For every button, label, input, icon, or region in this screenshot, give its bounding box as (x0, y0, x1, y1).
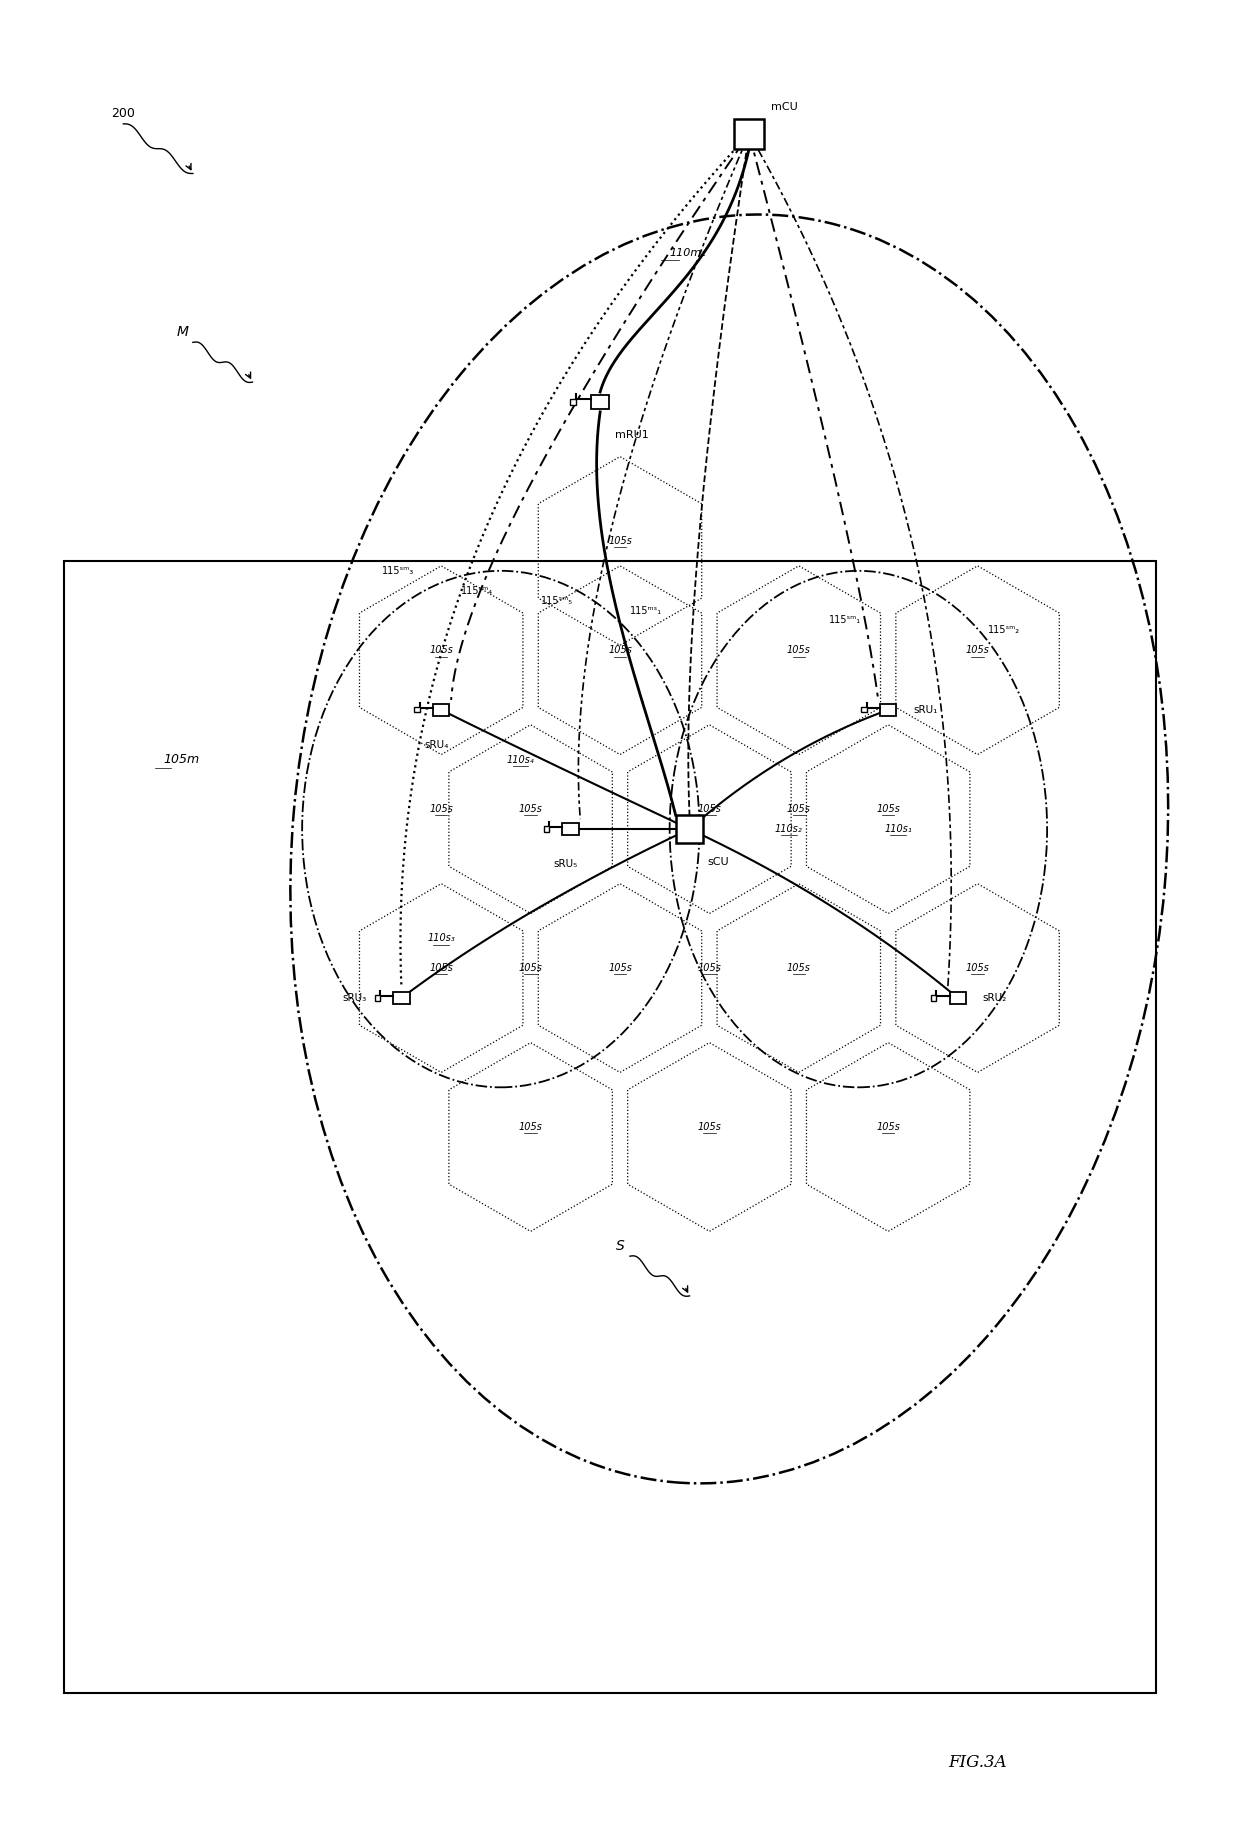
Text: M: M (177, 325, 188, 340)
Text: 115ᵐˢ₁: 115ᵐˢ₁ (630, 605, 662, 616)
Text: 105s: 105s (608, 645, 632, 656)
Text: 105s: 105s (429, 645, 453, 656)
Text: 110s₁: 110s₁ (884, 824, 911, 835)
FancyBboxPatch shape (590, 395, 609, 409)
Text: 105s: 105s (697, 963, 722, 974)
FancyBboxPatch shape (862, 707, 867, 713)
Text: sRU₄: sRU₄ (424, 740, 449, 749)
Text: sRU₅: sRU₅ (553, 859, 578, 870)
Text: 105s: 105s (787, 804, 811, 815)
FancyBboxPatch shape (676, 815, 703, 842)
Text: 105s: 105s (518, 963, 543, 974)
Text: 105s: 105s (877, 804, 900, 815)
Text: 200: 200 (112, 108, 135, 121)
Text: 105s: 105s (518, 1122, 543, 1133)
FancyBboxPatch shape (931, 996, 936, 1001)
Text: 105s: 105s (429, 804, 453, 815)
Text: 105s: 105s (787, 963, 811, 974)
FancyBboxPatch shape (374, 996, 379, 1001)
Text: FIG.3A: FIG.3A (949, 1754, 1007, 1770)
Text: sRU₁: sRU₁ (913, 705, 937, 714)
FancyBboxPatch shape (880, 703, 897, 716)
Text: mCU: mCU (771, 102, 797, 111)
FancyBboxPatch shape (433, 703, 449, 716)
FancyBboxPatch shape (414, 707, 419, 713)
Text: 105s: 105s (877, 1122, 900, 1133)
Text: sRU₂: sRU₂ (982, 992, 1007, 1003)
Text: sRU₃: sRU₃ (342, 992, 367, 1003)
Text: 115ˢᵐ₁: 115ˢᵐ₁ (828, 616, 861, 625)
Text: 105s: 105s (697, 1122, 722, 1133)
Text: S: S (615, 1239, 625, 1253)
Text: 115ˢᵐ₅: 115ˢᵐ₅ (541, 596, 573, 605)
FancyBboxPatch shape (562, 824, 579, 835)
FancyBboxPatch shape (393, 992, 409, 1003)
FancyBboxPatch shape (734, 119, 764, 148)
FancyBboxPatch shape (950, 992, 966, 1003)
Text: 105s: 105s (429, 963, 453, 974)
Text: 105s: 105s (608, 535, 632, 546)
Text: 105s: 105s (787, 645, 811, 656)
Text: 105s: 105s (518, 804, 543, 815)
Text: 110s₃: 110s₃ (428, 934, 455, 943)
Text: 115ˢᵐ₂: 115ˢᵐ₂ (987, 625, 1019, 636)
Text: mRU1: mRU1 (615, 429, 649, 440)
FancyBboxPatch shape (543, 826, 549, 831)
Text: 110m₁: 110m₁ (670, 248, 707, 258)
Text: 110s₂: 110s₂ (775, 824, 802, 835)
Text: 105s: 105s (966, 963, 990, 974)
Text: 105m: 105m (164, 753, 200, 766)
Text: 110s₄: 110s₄ (507, 755, 534, 764)
Text: 105s: 105s (608, 963, 632, 974)
Text: 115ˢᵐ₄: 115ˢᵐ₄ (461, 586, 494, 596)
FancyBboxPatch shape (569, 398, 575, 406)
Text: sCU: sCU (707, 857, 729, 866)
Text: 105s: 105s (697, 804, 722, 815)
Text: 115ˢᵐ₃: 115ˢᵐ₃ (382, 566, 414, 576)
Text: 105s: 105s (966, 645, 990, 656)
